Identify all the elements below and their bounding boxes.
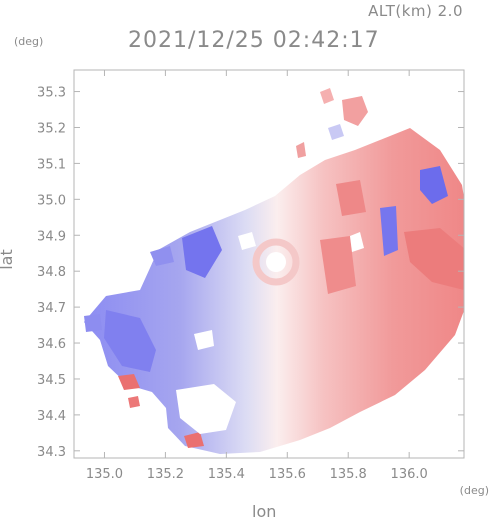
x-tick-label: 135.0 <box>86 467 123 482</box>
y-tick-label: 34.7 <box>37 301 66 316</box>
velocity-field <box>84 88 464 454</box>
recede-patch <box>128 396 140 408</box>
echo-gap <box>350 232 364 252</box>
y-tick-label: 34.9 <box>37 229 66 244</box>
echo-void <box>266 252 286 272</box>
x-tick-label: 136.0 <box>391 467 428 482</box>
x-tick-label: 135.6 <box>269 467 306 482</box>
y-tick-label: 34.3 <box>37 445 66 460</box>
echo-ring <box>252 238 300 286</box>
recede-patch <box>336 180 366 216</box>
y-tick-label: 35.0 <box>37 193 66 208</box>
echo-fragment <box>342 96 368 126</box>
approach-patch <box>84 314 102 332</box>
timestamp-title: 2021/12/25 02:42:17 <box>128 28 380 53</box>
y-ticks: 35.3 35.2 35.1 35.0 34.9 34.8 34.7 34.6 34.5 34.4… <box>37 86 464 460</box>
x-axis-unit: (deg) <box>459 484 489 497</box>
approach-patch <box>182 226 222 278</box>
y-tick-label: 34.4 <box>37 409 66 424</box>
approach-patch <box>104 310 156 372</box>
echo-fragment <box>320 88 334 104</box>
x-ticks: 135.0 135.2 135.4 135.6 135.8 136.0 <box>86 70 428 482</box>
echo-region <box>84 128 464 454</box>
plot-frame <box>73 69 465 459</box>
approach-patch <box>380 206 398 256</box>
echo-gap <box>238 232 256 250</box>
y-tick-label: 35.3 <box>37 86 66 101</box>
y-tick-label: 34.8 <box>37 265 66 280</box>
x-axis-label: lon <box>252 502 277 521</box>
recede-patch <box>404 228 464 290</box>
echo-fragment <box>296 142 306 158</box>
recede-patch <box>320 236 356 294</box>
altitude-label: ALT(km) 2.0 <box>368 2 463 20</box>
approach-patch <box>150 246 174 266</box>
x-tick-label: 135.2 <box>147 467 184 482</box>
y-tick-label: 35.1 <box>37 157 66 172</box>
y-tick-label: 35.2 <box>37 121 66 136</box>
echo-gap <box>176 384 236 434</box>
recede-patch <box>118 374 140 390</box>
y-axis-unit: (deg) <box>14 35 44 48</box>
echo-fragment <box>328 124 344 140</box>
echo-gap <box>194 330 214 350</box>
approach-patch <box>420 166 448 204</box>
recede-patch <box>184 432 204 448</box>
x-tick-label: 135.8 <box>330 467 367 482</box>
y-tick-label: 34.6 <box>37 337 66 352</box>
y-tick-label: 34.5 <box>37 373 66 388</box>
x-tick-label: 135.4 <box>208 467 245 482</box>
